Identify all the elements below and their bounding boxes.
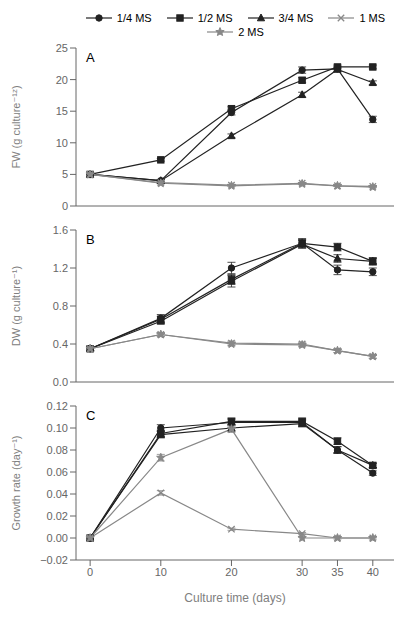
svg-text:35: 35: [331, 566, 343, 578]
html-text:2 MS: 2 MS: [238, 26, 264, 38]
html-text:B: B: [86, 232, 95, 247]
svg-text:0.08: 0.08: [47, 444, 68, 456]
svg-text:20: 20: [225, 566, 237, 578]
svg-text:30: 30: [296, 566, 308, 578]
svg-text:0.12: 0.12: [47, 400, 68, 412]
svg-text:1.2: 1.2: [53, 262, 68, 274]
svg-text:10: 10: [56, 137, 68, 149]
svg-text:0: 0: [62, 200, 68, 212]
svg-text:0.06: 0.06: [47, 466, 68, 478]
svg-text:0.00: 0.00: [47, 532, 68, 544]
svg-text:0.0: 0.0: [53, 376, 68, 388]
svg-text:−0.02: −0.02: [40, 554, 68, 566]
svg-text:5: 5: [62, 168, 68, 180]
svg-text:25: 25: [56, 42, 68, 54]
svg-text:Growth rate (day⁻¹): Growth rate (day⁻¹): [10, 435, 22, 530]
svg-text:1.6: 1.6: [53, 224, 68, 236]
svg-text:DW (g culture⁻¹): DW (g culture⁻¹): [10, 266, 22, 346]
svg-text:0: 0: [87, 566, 93, 578]
svg-text:10: 10: [155, 566, 167, 578]
svg-text:20: 20: [56, 74, 68, 86]
html-text:1/2 MS: 1/2 MS: [197, 12, 233, 24]
html-text:C: C: [86, 408, 96, 423]
html-text:1 MS: 1 MS: [359, 12, 386, 24]
html-text:1/4 MS: 1/4 MS: [116, 12, 152, 24]
svg-text:15: 15: [56, 105, 68, 117]
html-text:3/4 MS: 3/4 MS: [278, 12, 314, 24]
svg-text:0.10: 0.10: [47, 422, 68, 434]
html-text:A: A: [86, 50, 95, 65]
svg-text:40: 40: [367, 566, 379, 578]
svg-text:0.02: 0.02: [47, 510, 68, 522]
svg-text:0.8: 0.8: [53, 300, 68, 312]
svg-text:FW (g culture⁻¹ᶻ): FW (g culture⁻¹ᶻ): [10, 85, 22, 168]
svg-text:Culture time (days): Culture time (days): [184, 591, 285, 605]
svg-text:0.4: 0.4: [53, 338, 68, 350]
svg-text:0.04: 0.04: [47, 488, 68, 500]
